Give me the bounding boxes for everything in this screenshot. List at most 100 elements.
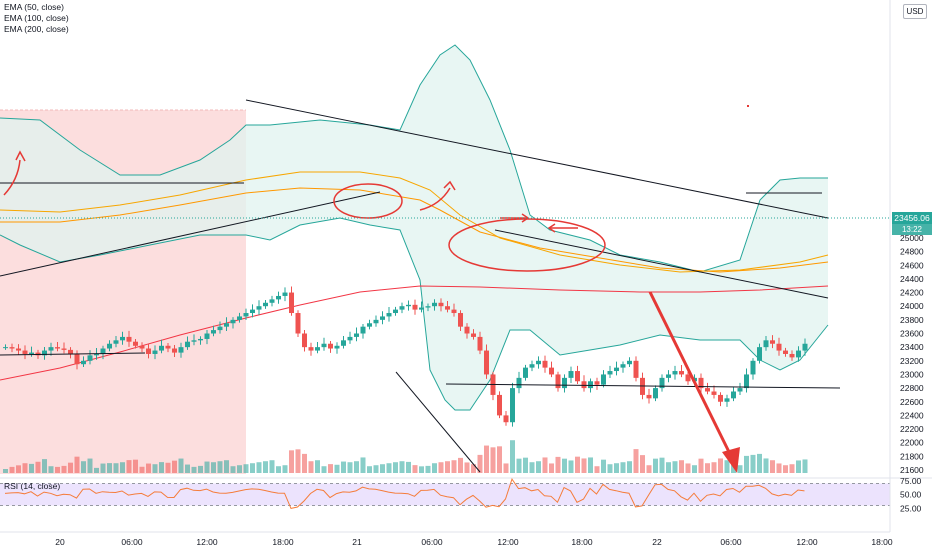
candle-body: [172, 348, 177, 353]
candle-body: [549, 367, 554, 375]
candle-body: [737, 388, 743, 392]
time-tick-label: 06:00: [121, 537, 143, 547]
candle-body: [620, 364, 626, 368]
volume-bar: [55, 466, 60, 473]
last-price-label: 23456.06: [892, 212, 932, 224]
candle-body: [646, 394, 652, 399]
volume-bar: [432, 463, 437, 473]
volume-bar: [120, 462, 125, 473]
candle-body: [659, 377, 665, 389]
time-tick-label: 20: [55, 537, 65, 547]
volume-bar: [146, 463, 151, 473]
rsi-legend[interactable]: RSI (14, close): [4, 481, 61, 491]
volume-bar: [243, 464, 249, 473]
volume-bar: [757, 453, 762, 473]
candle-body: [471, 333, 476, 337]
candle-body: [633, 360, 639, 378]
volume-bar: [224, 460, 229, 473]
candle-body: [562, 377, 567, 389]
volume-bar: [575, 456, 580, 473]
currency-badge[interactable]: USD: [903, 4, 927, 19]
candle-body: [373, 319, 379, 324]
volume-bar: [425, 465, 431, 473]
volume-bar: [659, 457, 665, 473]
annotation-arrowhead-1: [443, 180, 456, 191]
volume-bar: [68, 462, 73, 473]
candle-body: [555, 374, 561, 389]
volume-bar: [276, 466, 281, 473]
volume-bar: [386, 463, 392, 473]
volume-bar: [42, 459, 47, 473]
volume-bar: [789, 464, 795, 473]
volume-bar: [672, 461, 678, 473]
candle-body: [510, 388, 515, 423]
volume-bar: [666, 462, 671, 473]
rsi-line: [4, 477, 805, 509]
target-arrow-shaft: [648, 291, 734, 459]
candle-body: [276, 295, 281, 300]
volume-bar: [3, 469, 8, 473]
annotation-ellipse-1: [333, 183, 403, 219]
volume-bar: [594, 466, 600, 473]
candle-body: [321, 343, 327, 348]
candle-body: [588, 381, 593, 389]
candle-body: [55, 347, 60, 349]
volume-bar: [230, 466, 236, 473]
rsi-tick-label: 50.00: [900, 490, 922, 500]
volume-bar: [373, 465, 379, 473]
candle-body: [35, 352, 41, 356]
volume-bar: [685, 463, 691, 473]
time-tick-label: 18:00: [272, 537, 294, 547]
time-tick-label: 21: [352, 537, 362, 547]
time-tick-label: 12:00: [196, 537, 218, 547]
volume-bar: [562, 458, 567, 473]
candle-body: [380, 316, 385, 320]
volume-bar: [152, 464, 158, 473]
volume-bar: [497, 446, 502, 473]
volume-bar: [9, 466, 15, 473]
candle-body: [3, 347, 8, 349]
candle-body: [334, 345, 340, 349]
volume-bar: [185, 464, 190, 473]
candle-body: [802, 343, 808, 351]
volume-bar: [549, 463, 554, 473]
annotation-arrowhead-left: [15, 150, 26, 162]
candle-body: [750, 360, 756, 375]
candle-body: [42, 350, 47, 356]
volume-bar: [731, 463, 736, 473]
volume-bar: [133, 459, 138, 473]
candle-body: [763, 340, 769, 348]
volume-bar: [321, 466, 327, 473]
candle-body: [718, 394, 723, 402]
ema200-legend[interactable]: EMA (200, close): [4, 24, 69, 34]
price-tick-label: 24200: [900, 288, 924, 298]
candle-body: [191, 340, 197, 342]
candle-body: [159, 345, 164, 351]
bollinger-fill: [0, 45, 828, 410]
bollinger-lower: [0, 217, 829, 411]
candle-body: [302, 333, 307, 348]
volume-bar: [256, 462, 262, 473]
countdown-label: 13:22: [892, 224, 932, 235]
ema50-legend[interactable]: EMA (50, close): [4, 2, 64, 12]
candle-body: [308, 347, 314, 351]
price-tick-label: 21600: [900, 465, 924, 475]
candle-body: [516, 377, 522, 389]
volume-bar: [380, 464, 385, 473]
candle-body: [204, 333, 210, 339]
price-tick-label: 25000: [900, 233, 924, 243]
time-tick-label: 12:00: [497, 537, 519, 547]
ema100-legend[interactable]: EMA (100, close): [4, 13, 69, 23]
candle-body: [61, 348, 67, 350]
price-tick-label: 24600: [900, 260, 924, 270]
candle-body: [315, 347, 320, 351]
volume-bar: [22, 463, 28, 473]
candle-body: [81, 360, 86, 365]
volume-bar: [627, 461, 632, 473]
level-line-left: [0, 352, 146, 356]
candle-body: [497, 394, 502, 416]
volume-bar: [737, 465, 743, 473]
volume-bar: [328, 464, 333, 473]
